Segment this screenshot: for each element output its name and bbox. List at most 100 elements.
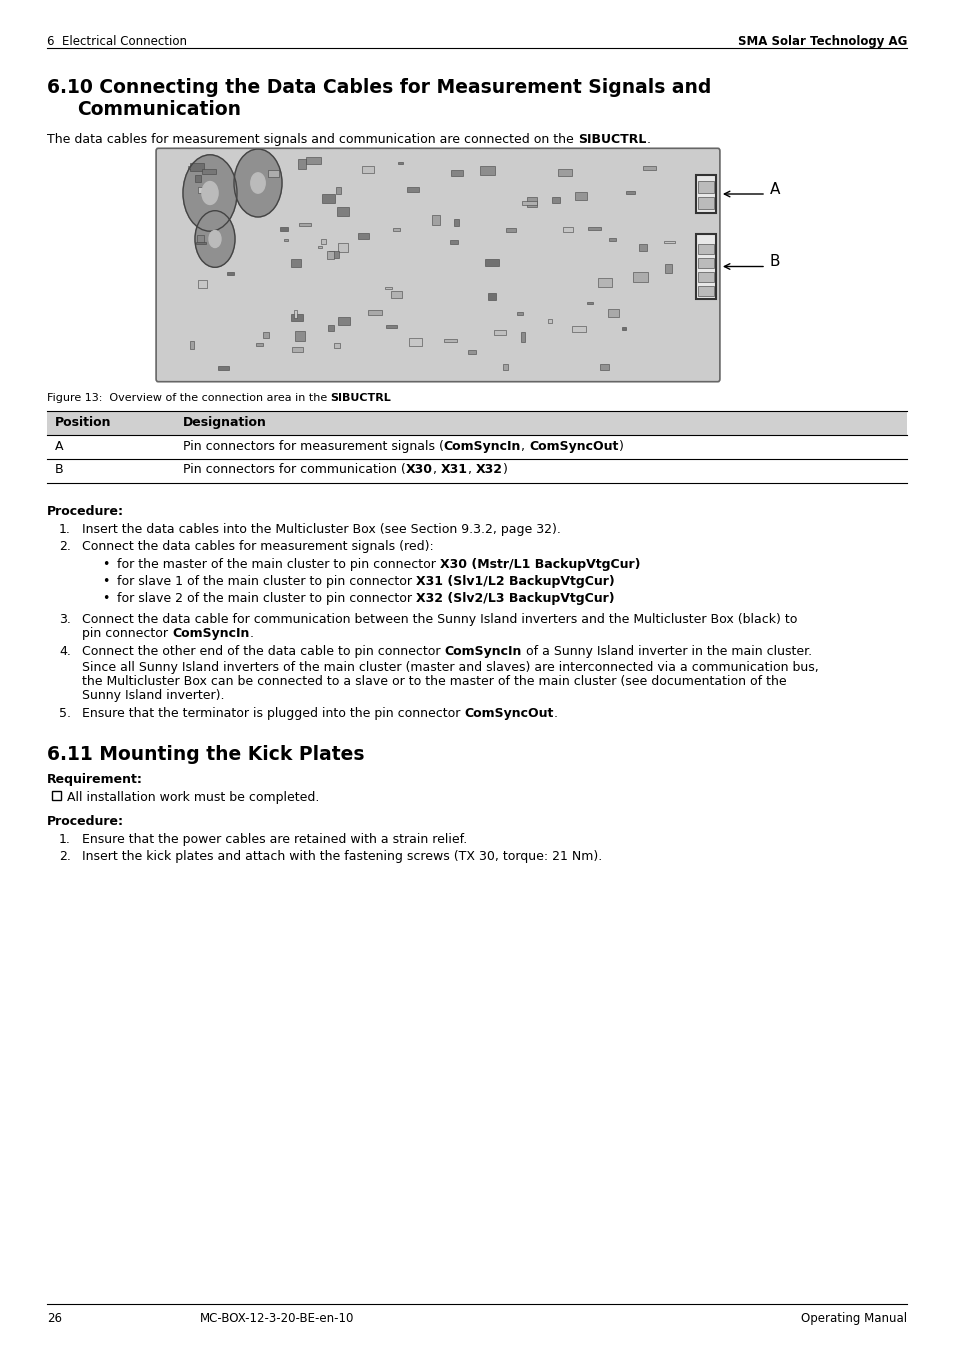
Bar	[227, 273, 234, 275]
Text: for slave 1 of the main cluster to pin connector: for slave 1 of the main cluster to pin c…	[117, 575, 416, 589]
Text: X32 (Slv2/L3 BackupVtgCur): X32 (Slv2/L3 BackupVtgCur)	[416, 593, 614, 605]
Bar	[198, 188, 210, 193]
Circle shape	[209, 231, 221, 247]
Bar	[294, 310, 296, 317]
Text: All installation work must be completed.: All installation work must be completed.	[67, 791, 319, 805]
Bar	[197, 235, 204, 243]
Text: the Multicluster Box can be connected to a slave or to the master of the main cl: the Multicluster Box can be connected to…	[82, 675, 786, 688]
Text: 6.10 Connecting the Data Cables for Measurement Signals and: 6.10 Connecting the Data Cables for Meas…	[47, 78, 711, 97]
Bar	[575, 192, 586, 200]
Text: .: .	[249, 626, 253, 640]
Bar	[488, 293, 496, 301]
Bar	[609, 239, 616, 242]
Text: X31: X31	[440, 463, 467, 477]
Text: SIBUCTRL: SIBUCTRL	[578, 134, 645, 146]
Bar	[361, 166, 374, 173]
Text: ,: ,	[520, 440, 529, 452]
Bar	[558, 169, 572, 176]
Text: ComSyncOut: ComSyncOut	[529, 440, 618, 452]
Circle shape	[183, 155, 236, 231]
Text: Since all Sunny Island inverters of the main cluster (master and slaves) are int: Since all Sunny Island inverters of the …	[82, 662, 818, 674]
Bar	[587, 302, 592, 304]
Text: pin connector: pin connector	[82, 626, 172, 640]
Text: MC-BOX-12-3-20-BE-en-10: MC-BOX-12-3-20-BE-en-10	[200, 1312, 354, 1324]
Bar	[571, 325, 586, 332]
Text: 1.: 1.	[59, 833, 71, 846]
Bar	[196, 242, 206, 244]
Bar	[639, 244, 646, 251]
Text: X30 (Mstr/L1 BackupVtgCur): X30 (Mstr/L1 BackupVtgCur)	[439, 558, 639, 571]
Bar	[468, 350, 476, 354]
Bar	[328, 325, 334, 331]
Bar	[597, 278, 612, 286]
Text: The data cables for measurement signals and communication are connected on the: The data cables for measurement signals …	[47, 134, 578, 146]
Text: Connect the data cable for communication between the Sunny Island inverters and : Connect the data cable for communication…	[82, 613, 797, 626]
Bar	[698, 286, 713, 296]
Text: Ensure that the power cables are retained with a strain relief.: Ensure that the power cables are retaine…	[82, 833, 467, 846]
FancyBboxPatch shape	[156, 148, 720, 382]
Bar	[295, 331, 304, 340]
Bar	[505, 228, 516, 232]
Bar	[663, 240, 675, 243]
Text: Procedure:: Procedure:	[47, 505, 124, 518]
Text: Sunny Island inverter).: Sunny Island inverter).	[82, 688, 224, 702]
Text: •: •	[102, 575, 110, 589]
Text: Position: Position	[55, 416, 112, 428]
Bar	[517, 312, 523, 315]
Bar	[283, 239, 288, 242]
Text: 26: 26	[47, 1312, 62, 1324]
Bar	[335, 186, 340, 194]
Bar	[454, 220, 458, 227]
Bar	[280, 227, 288, 231]
Bar	[191, 342, 193, 348]
Bar	[337, 317, 350, 325]
Text: 2.: 2.	[59, 850, 71, 863]
Bar	[562, 227, 573, 232]
Text: Requirement:: Requirement:	[47, 774, 143, 786]
Text: Insert the data cables into the Multicluster Box (see Section 9.3.2, page 32).: Insert the data cables into the Multiclu…	[82, 522, 560, 536]
Text: X31 (Slv1/L2 BackupVtgCur): X31 (Slv1/L2 BackupVtgCur)	[416, 575, 614, 589]
Text: •: •	[102, 558, 110, 571]
Bar	[642, 166, 656, 170]
Circle shape	[233, 148, 282, 217]
Bar	[521, 201, 536, 205]
Bar	[484, 259, 498, 266]
Bar	[397, 162, 402, 165]
Bar	[391, 290, 402, 298]
Text: .: .	[645, 134, 649, 146]
Bar	[621, 328, 625, 331]
Bar	[368, 309, 382, 315]
Bar	[698, 258, 713, 269]
Text: 1.: 1.	[59, 522, 71, 536]
Text: ComSyncIn: ComSyncIn	[172, 626, 249, 640]
Bar	[201, 170, 215, 174]
Bar	[326, 251, 334, 259]
Text: Procedure:: Procedure:	[47, 815, 124, 828]
Bar	[306, 158, 321, 163]
Bar	[607, 309, 618, 317]
Text: 6  Electrical Connection: 6 Electrical Connection	[47, 35, 187, 49]
Text: Connect the other end of the data cable to pin connector: Connect the other end of the data cable …	[82, 645, 444, 657]
Text: 6.11 Mounting the Kick Plates: 6.11 Mounting the Kick Plates	[47, 745, 364, 764]
Bar	[698, 244, 713, 254]
Bar	[526, 197, 537, 207]
Text: ComSyncIn: ComSyncIn	[444, 645, 521, 657]
Text: A: A	[769, 181, 780, 197]
Bar	[409, 338, 421, 346]
Bar	[291, 259, 301, 267]
Text: Pin connectors for communication (: Pin connectors for communication (	[183, 463, 405, 477]
Bar	[696, 176, 716, 213]
Text: SMA Solar Technology AG: SMA Solar Technology AG	[737, 35, 906, 49]
Text: .: .	[553, 707, 558, 720]
Bar	[47, 410, 906, 435]
Text: Ensure that the terminator is plugged into the pin connector: Ensure that the terminator is plugged in…	[82, 707, 464, 720]
Bar	[337, 243, 348, 252]
Text: for slave 2 of the main cluster to pin connector: for slave 2 of the main cluster to pin c…	[117, 593, 416, 605]
Text: ComSyncIn: ComSyncIn	[443, 440, 520, 452]
Bar	[329, 251, 338, 258]
Bar	[52, 791, 61, 801]
Text: Operating Manual: Operating Manual	[800, 1312, 906, 1324]
Text: X32: X32	[476, 463, 502, 477]
Bar	[318, 246, 321, 248]
Bar	[385, 286, 392, 289]
